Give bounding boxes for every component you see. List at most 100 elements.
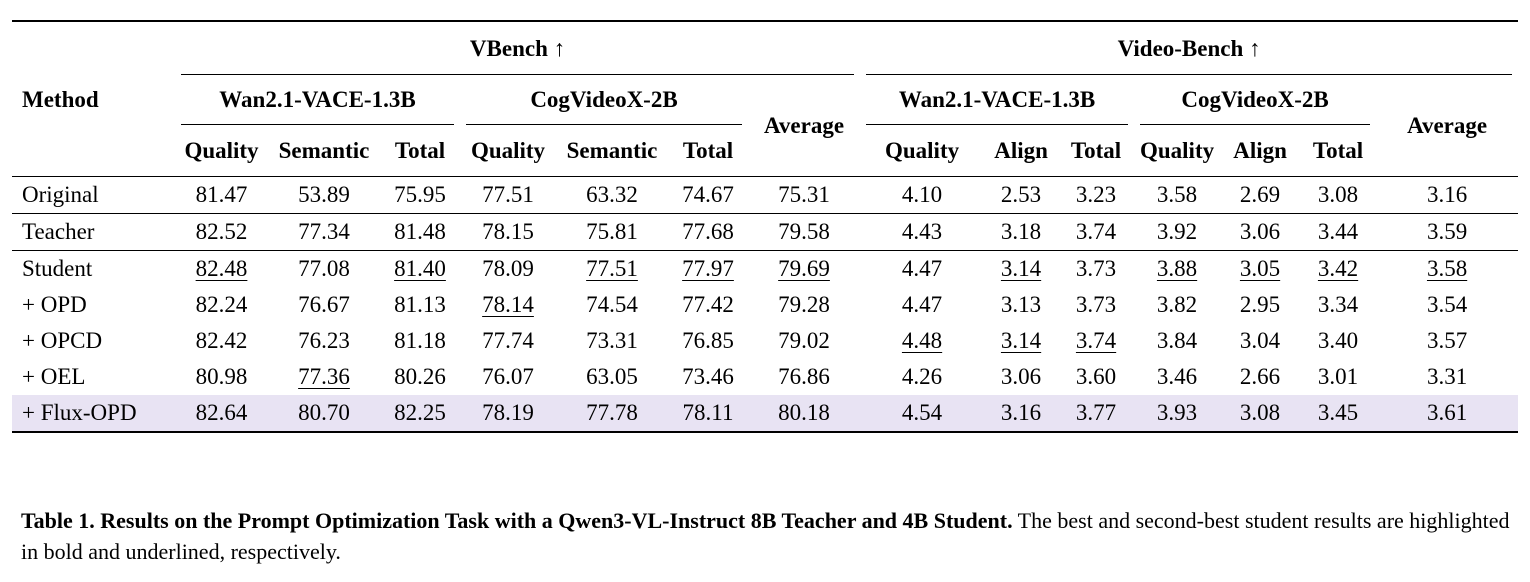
value-cell: 79.58 [748, 213, 861, 251]
value-cell: 81.13 [394, 292, 446, 317]
metric-header: Align [1233, 138, 1287, 163]
value-cell: 80.26 [394, 364, 446, 389]
table-row: Original 81.47 53.89 75.95 77.51 63.32 74.67 75… [12, 176, 1519, 214]
vbench-cog-header: CogVideoX-2B [460, 75, 748, 125]
method-cell: + Flux-OPD [12, 395, 175, 433]
value-cell: 78.11 [668, 395, 748, 433]
value-cell: 79.69 [748, 250, 861, 287]
value-cell: 3.01 [1317, 364, 1359, 389]
table-caption: Table 1. Results on the Prompt Optimizat… [21, 505, 1511, 567]
value-cell: 77.08 [268, 250, 380, 287]
value-cell: 78.19 [460, 395, 556, 433]
value-cell: 81.47 [175, 176, 268, 214]
value-cell: 3.59 [1376, 213, 1519, 251]
value-cell: 81.40 [380, 250, 460, 287]
value-cell: 77.78 [556, 395, 668, 433]
value-cell: 82.25 [380, 395, 460, 433]
value-cell: 3.06 [1220, 213, 1301, 251]
value-cell: 81.18 [394, 328, 446, 353]
metric-header: Total [1070, 138, 1122, 163]
value-cell: 4.54 [860, 395, 985, 433]
results-table: Method VBench ↑ Video-Bench ↑ Wan2.1-VAC… [12, 20, 1519, 433]
value-cell: 73.31 [586, 328, 638, 353]
value-cell: 78.09 [460, 250, 556, 287]
table-row: + OPD 82.24 76.67 81.13 78.14 74.54 77.42 79.28… [12, 287, 1518, 323]
value-cell: 3.16 [1376, 176, 1519, 214]
videobench-wan-header: Wan2.1-VACE-1.3B [860, 75, 1134, 125]
value-cell: 3.60 [1075, 364, 1117, 389]
value-cell: 77.68 [668, 213, 748, 251]
value-cell: 53.89 [268, 176, 380, 214]
value-cell: 3.40 [1317, 328, 1359, 353]
table-body: Original 81.47 53.89 75.95 77.51 63.32 74.67 75… [12, 176, 1519, 433]
value-cell: 3.58 [1376, 250, 1519, 287]
value-cell: 3.61 [1376, 395, 1519, 433]
method-cell: + OPD [22, 292, 87, 317]
value-cell: 3.82 [1156, 292, 1198, 317]
value-cell: 4.10 [860, 176, 985, 214]
value-cell: 77.51 [556, 250, 668, 287]
table-row: + OEL 80.98 77.36 80.26 76.07 63.05 73.46 76.86… [12, 359, 1518, 395]
value-cell: 4.48 [901, 328, 943, 353]
method-cell: Student [12, 250, 175, 287]
value-cell: 82.64 [175, 395, 268, 433]
value-cell: 3.57 [1426, 328, 1468, 353]
metric-header: Quality [184, 138, 259, 163]
value-cell: 3.54 [1426, 292, 1468, 317]
value-cell: 79.28 [778, 292, 830, 317]
value-cell: 77.97 [668, 250, 748, 287]
value-cell: 4.47 [901, 292, 943, 317]
value-cell: 78.14 [482, 292, 534, 317]
metric-header: Total [682, 138, 734, 163]
method-cell: + OPCD [22, 328, 103, 353]
value-cell: 3.74 [1075, 328, 1117, 353]
value-cell: 4.47 [860, 250, 985, 287]
value-cell: 3.16 [984, 395, 1059, 433]
value-cell: 2.53 [984, 176, 1059, 214]
method-cell: + OEL [22, 364, 86, 389]
value-cell: 76.86 [778, 364, 830, 389]
metric-header: Quality [884, 138, 960, 163]
table-row: + Flux-OPD 82.64 80.70 82.25 78.19 77.78 78.11… [12, 395, 1519, 433]
value-cell: 4.26 [901, 364, 943, 389]
value-cell: 74.67 [668, 176, 748, 214]
metric-header: Semantic [566, 138, 658, 163]
value-cell: 3.73 [1075, 292, 1117, 317]
value-cell: 82.48 [175, 250, 268, 287]
value-cell: 3.44 [1300, 213, 1377, 251]
value-cell: 78.15 [460, 213, 556, 251]
value-cell: 2.69 [1220, 176, 1301, 214]
value-cell: 3.77 [1058, 395, 1135, 433]
value-cell: 75.31 [748, 176, 861, 214]
value-cell: 3.08 [1300, 176, 1377, 214]
value-cell: 77.51 [460, 176, 556, 214]
value-cell: 3.04 [1239, 328, 1281, 353]
value-cell: 63.05 [586, 364, 638, 389]
value-cell: 82.52 [175, 213, 268, 251]
value-cell: 3.42 [1300, 250, 1377, 287]
vbench-wan-header: Wan2.1-VACE-1.3B [175, 75, 460, 125]
value-cell: 3.08 [1220, 395, 1301, 433]
value-cell: 3.73 [1058, 250, 1135, 287]
value-cell: 3.18 [984, 213, 1059, 251]
caption-lead: Table 1. Results on the Prompt Optimizat… [21, 508, 1013, 533]
videobench-average-header: Average [1407, 112, 1488, 138]
value-cell: 74.54 [586, 292, 638, 317]
value-cell: 75.81 [556, 213, 668, 251]
value-cell: 63.32 [556, 176, 668, 214]
value-cell: 76.07 [482, 364, 534, 389]
value-cell: 81.48 [380, 213, 460, 251]
value-cell: 3.14 [1000, 328, 1042, 353]
caption-text: The best and second-best student results… [21, 508, 1510, 564]
metric-header: Align [994, 138, 1048, 163]
value-cell: 77.34 [268, 213, 380, 251]
table-row: Teacher 82.52 77.34 81.48 78.15 75.81 77.68 79.… [12, 213, 1519, 251]
value-cell: 3.46 [1156, 364, 1198, 389]
value-cell: 3.14 [984, 250, 1059, 287]
value-cell: 77.36 [298, 364, 350, 389]
metric-header: Quality [470, 138, 546, 163]
value-cell: 77.74 [482, 328, 534, 353]
vbench-average-header: Average [764, 112, 845, 138]
value-cell: 80.70 [268, 395, 380, 433]
value-cell: 3.58 [1134, 176, 1221, 214]
